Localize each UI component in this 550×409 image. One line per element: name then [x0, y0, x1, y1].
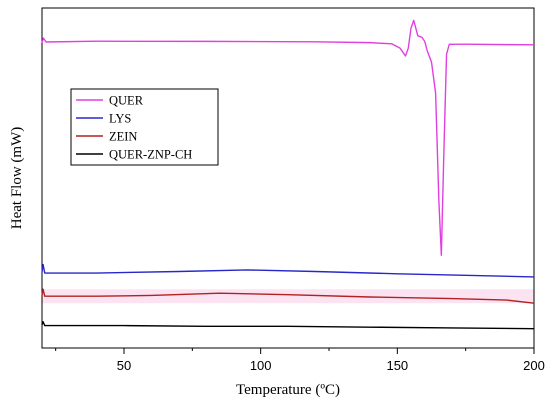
series-line-lys: [41, 263, 535, 278]
zein-band-rect: [42, 289, 534, 304]
x-tick-label: 150: [386, 358, 408, 373]
legend: QUER LYS ZEIN QUER-ZNP-CH: [70, 88, 219, 166]
x-axis-label: Temperature (ºC): [236, 382, 340, 398]
legend-box: [70, 88, 219, 166]
legend-label: ZEIN: [109, 130, 137, 144]
x-tick-label: 100: [250, 358, 272, 373]
x-axis-ticks: 50 100 150 200: [55, 348, 545, 373]
zein-background-band: [42, 289, 534, 304]
x-tick-label: 200: [523, 358, 545, 373]
legend-label: QUER: [109, 94, 144, 108]
series-line-zein: [41, 288, 535, 304]
series-lines: [41, 19, 535, 330]
series-line-quer-znp-ch: [41, 321, 535, 330]
y-axis-label: Heat Flow (mW): [9, 127, 25, 229]
plot-frame: [41, 7, 535, 349]
legend-label: LYS: [109, 112, 131, 126]
x-tick-label: 50: [117, 358, 131, 373]
series-line-quer: [41, 19, 535, 256]
legend-label: QUER-ZNP-CH: [109, 148, 192, 162]
